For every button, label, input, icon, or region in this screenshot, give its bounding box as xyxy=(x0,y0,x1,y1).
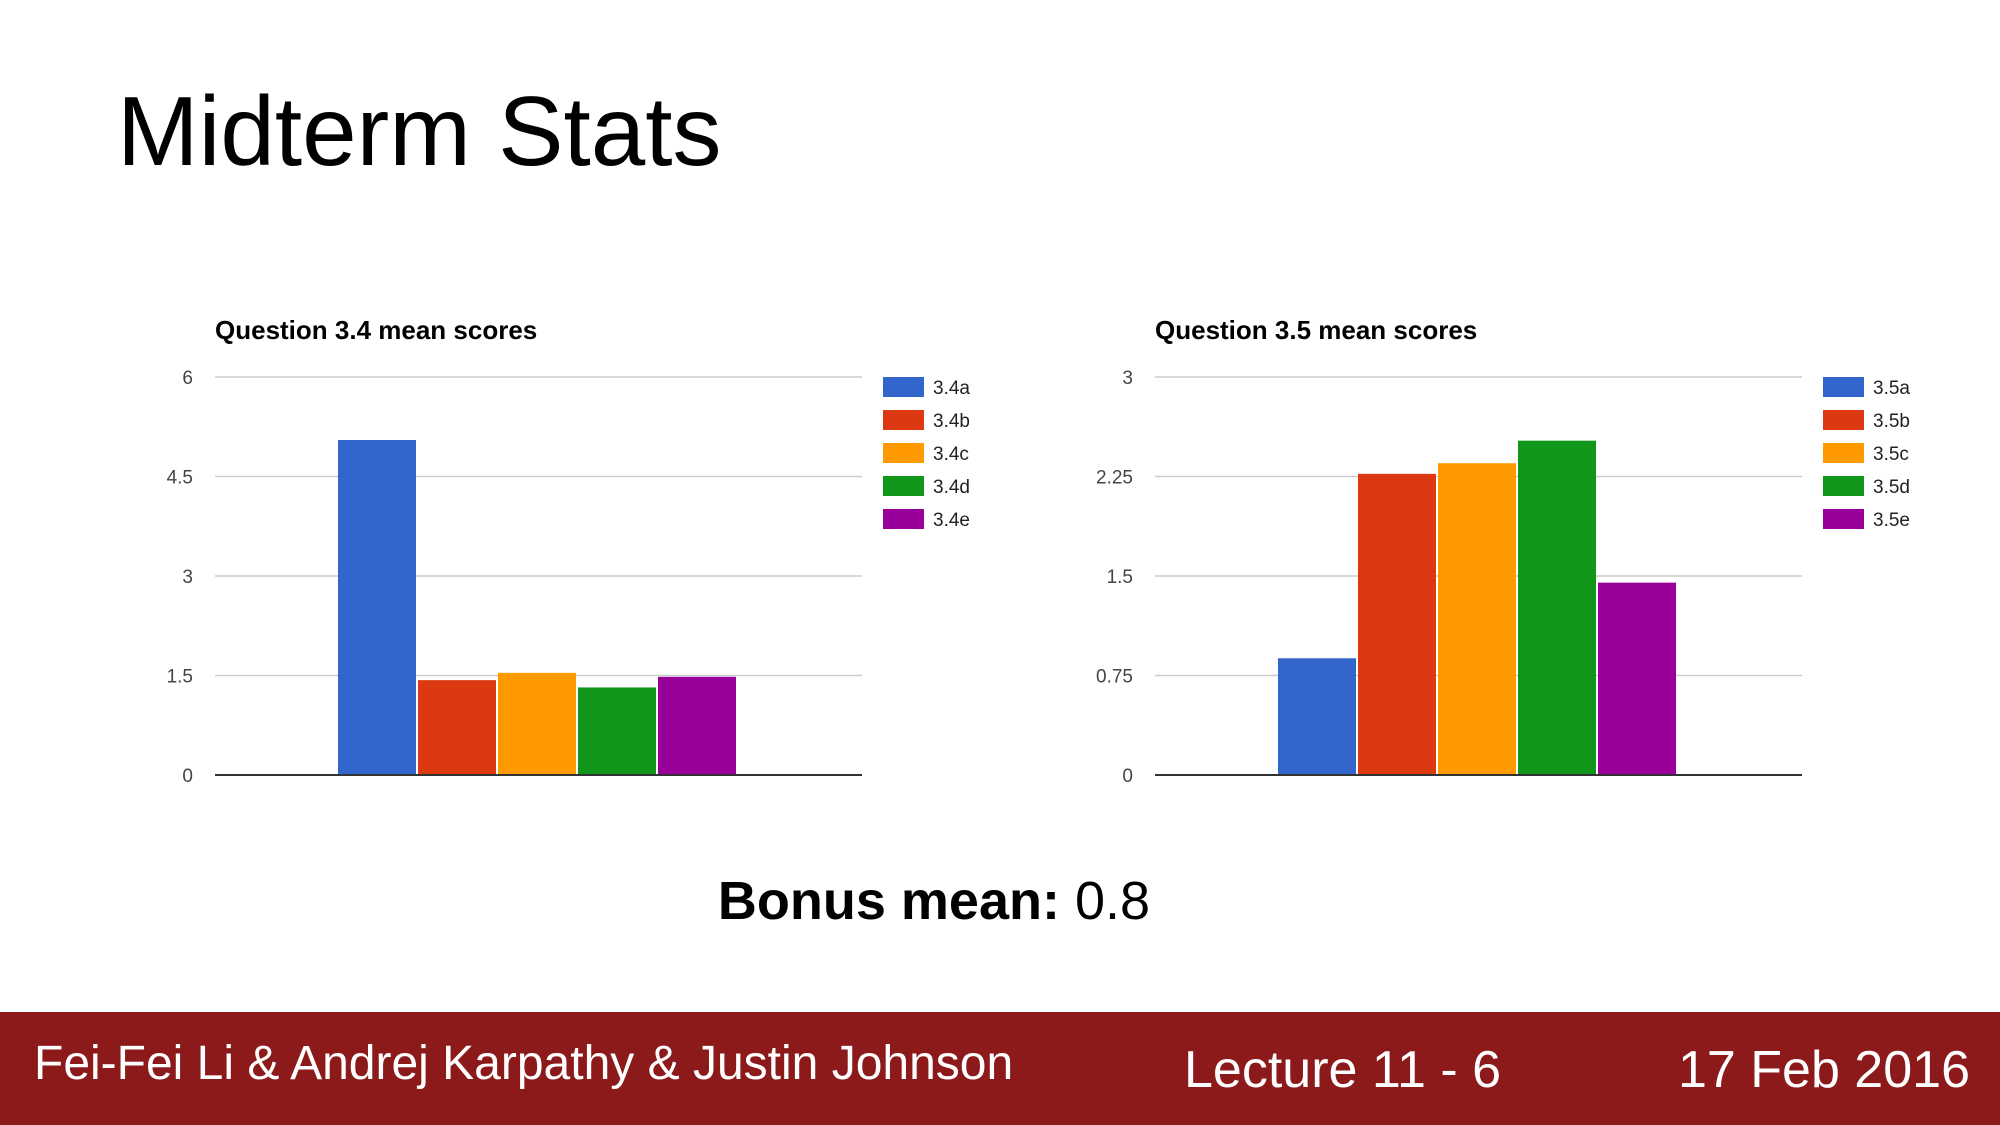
y-tick-label: 1.5 xyxy=(1107,567,1133,588)
bar xyxy=(1358,473,1436,775)
legend-label: 3.4d xyxy=(933,477,970,498)
y-tick-label: 2.25 xyxy=(1096,468,1133,489)
legend-swatch xyxy=(1823,377,1864,397)
chart-svg: Question 3.4 mean scores 0 1.5 3 4.5 6 3.4a 3.4… xyxy=(167,315,971,787)
footer-authors: Fei-Fei Li & Andrej Karpathy & Justin Jo… xyxy=(34,1037,1014,1090)
chart-svg: Question 3.5 mean scores 0 0.75 1.5 2.25 3 3.5… xyxy=(1096,315,1910,787)
y-tick-label: 0 xyxy=(1122,766,1133,787)
bar xyxy=(578,687,656,775)
y-tick-label: 1.5 xyxy=(167,667,193,688)
bar xyxy=(658,676,736,775)
y-tick-label: 6 xyxy=(182,368,193,389)
legend-label: 3.5c xyxy=(1873,444,1909,465)
chart-title: Question 3.4 mean scores xyxy=(215,315,537,345)
chart-question-3-5: Question 3.5 mean scores 0 0.75 1.5 2.25 3 3.5… xyxy=(940,300,1910,820)
y-tick-label: 0.75 xyxy=(1096,667,1133,688)
legend-swatch xyxy=(1823,509,1864,529)
bar xyxy=(418,680,496,775)
chart-title: Question 3.5 mean scores xyxy=(1155,315,1477,345)
bar xyxy=(498,672,576,775)
legend-label: 3.5e xyxy=(1873,510,1910,531)
bar xyxy=(338,440,416,775)
legend-label: 3.4a xyxy=(933,378,970,399)
legend-swatch xyxy=(883,410,924,430)
bonus-mean: Bonus mean: 0.8 xyxy=(0,871,1868,931)
y-tick-label: 0 xyxy=(182,766,193,787)
legend-swatch xyxy=(883,476,924,496)
y-tick-label: 4.5 xyxy=(167,468,193,489)
footer-lecture: Lecture 11 - 6 xyxy=(1184,1041,1502,1099)
legend-label: 3.5a xyxy=(1873,378,1910,399)
legend-label: 3.4e xyxy=(933,510,970,531)
chart-question-3-4: Question 3.4 mean scores 0 1.5 3 4.5 6 3.4a 3.4… xyxy=(0,300,971,820)
legend-swatch xyxy=(1823,410,1864,430)
y-tick-label: 3 xyxy=(1122,368,1133,389)
slide-title: Midterm Stats xyxy=(117,76,722,186)
legend-swatch xyxy=(883,443,924,463)
bar xyxy=(1438,463,1516,775)
bar xyxy=(1598,582,1676,775)
y-tick-label: 3 xyxy=(182,567,193,588)
legend-label: 3.4c xyxy=(933,444,969,465)
legend-swatch xyxy=(883,377,924,397)
bonus-label: Bonus mean: xyxy=(717,871,1060,931)
footer-date: 17 Feb 2016 xyxy=(1677,1041,1970,1099)
legend-label: 3.4b xyxy=(933,411,970,432)
bar xyxy=(1278,658,1356,775)
legend-swatch xyxy=(1823,443,1864,463)
bar xyxy=(1518,440,1596,775)
legend-label: 3.5b xyxy=(1873,411,1910,432)
legend-swatch xyxy=(883,509,924,529)
footer-bar: Fei-Fei Li & Andrej Karpathy & Justin Jo… xyxy=(0,1012,2000,1125)
legend-swatch xyxy=(1823,476,1864,496)
legend-label: 3.5d xyxy=(1873,477,1910,498)
bonus-value: 0.8 xyxy=(1074,871,1151,931)
